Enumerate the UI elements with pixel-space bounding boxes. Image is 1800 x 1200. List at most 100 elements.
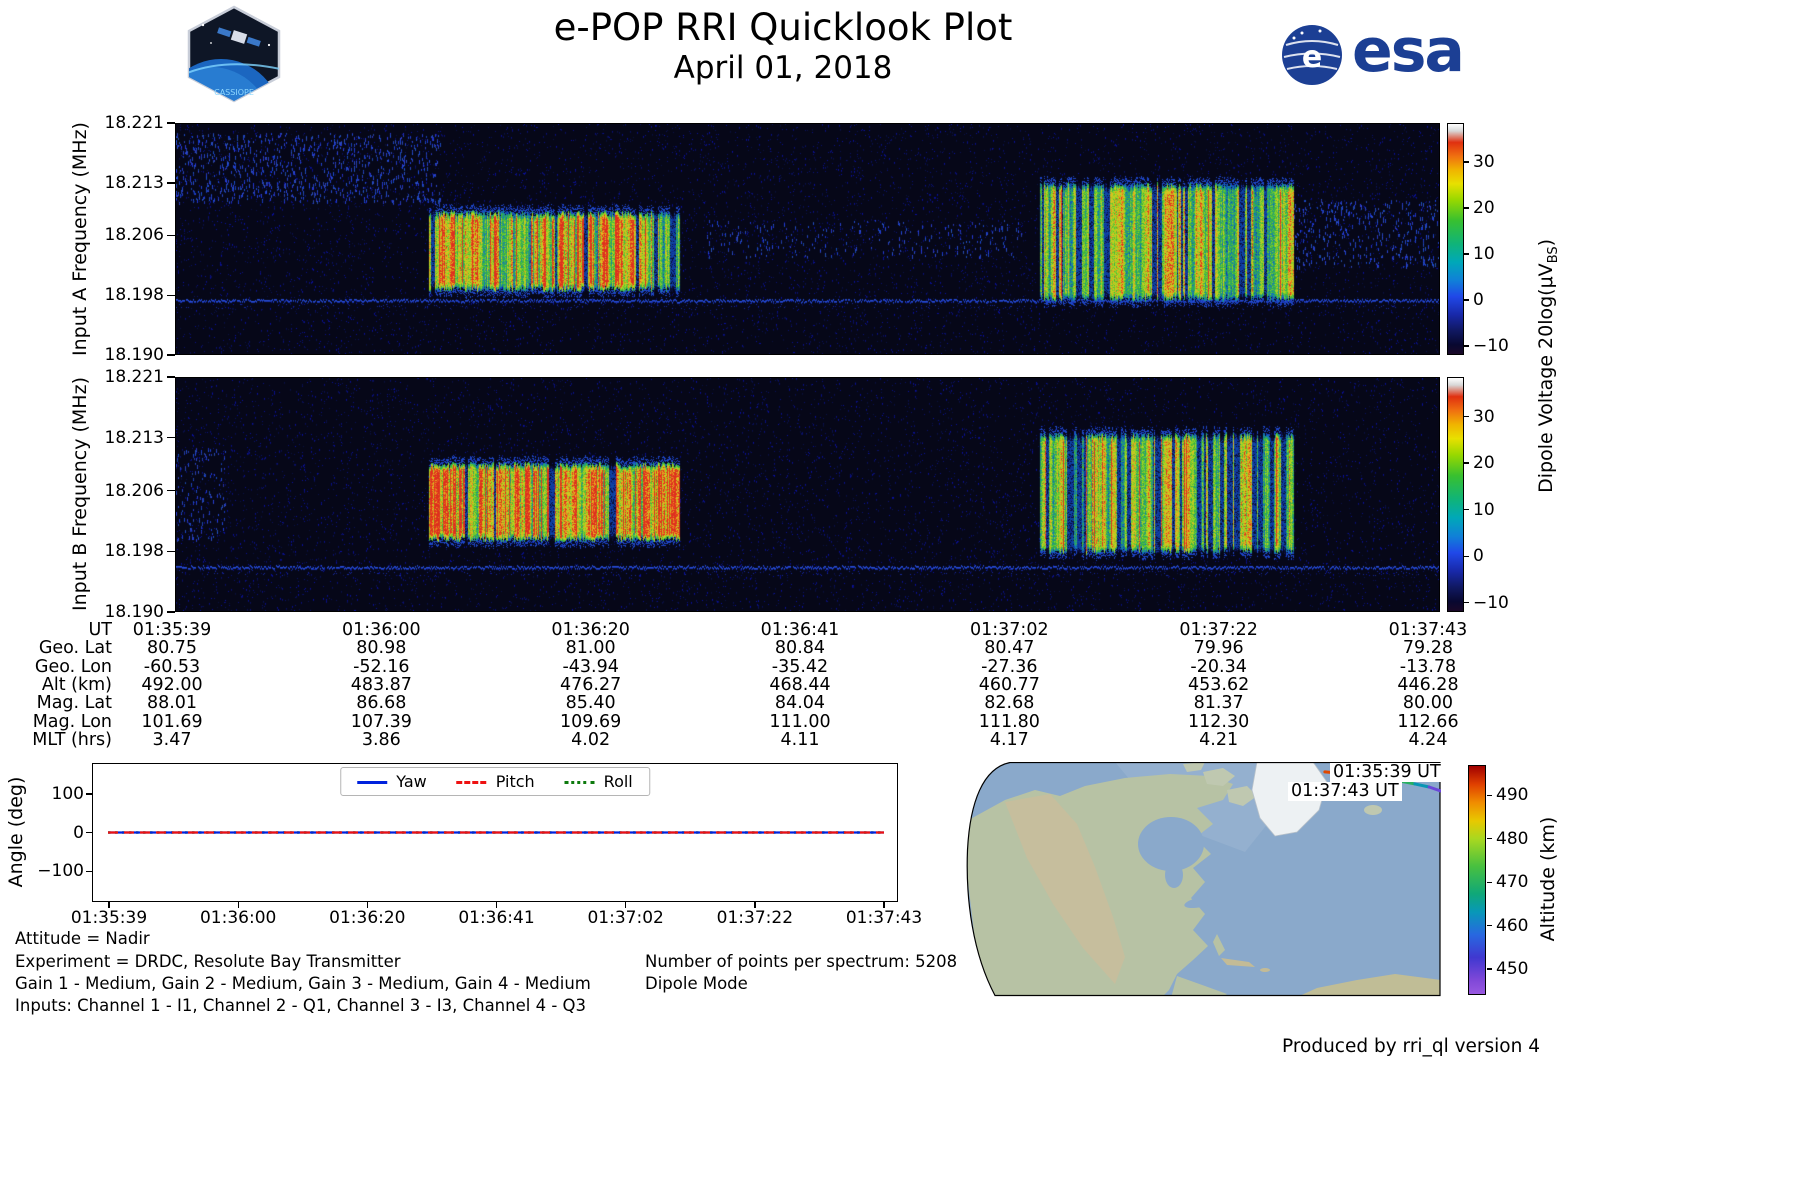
ground-track-map [965, 761, 1443, 998]
freq-tick-mark [167, 376, 175, 378]
ephemeris-value: 3.86 [361, 729, 401, 750]
dipole-label-suffix: ) [1535, 238, 1558, 247]
freq-tick-label: 18.198 [104, 541, 164, 562]
freq-tick-label: 18.198 [104, 285, 164, 306]
freq-tick-label: 18.206 [104, 480, 164, 501]
ephemeris-value: 81.37 [1193, 693, 1244, 714]
colorbar-tick-label: −10 [1473, 592, 1509, 613]
freq-tick-mark [167, 550, 175, 553]
ephemeris-value: -35.42 [771, 656, 829, 677]
freq-tick-mark [167, 122, 175, 124]
ground-track-segment [1427, 785, 1443, 793]
angle-xtick-label: 01:36:00 [199, 908, 277, 928]
freq-tick-mark [167, 354, 175, 356]
freq-tick-mark [167, 294, 175, 296]
ephemeris-value: 80.98 [356, 638, 407, 659]
ephemeris-value: 101.69 [141, 711, 203, 732]
angle-ytick-mark [86, 831, 92, 834]
page-title: e-POP RRI Quicklook Plot [553, 6, 1013, 49]
esa-emblem-icon: e [1282, 25, 1342, 85]
freq-tick-mark [167, 182, 175, 184]
colorbar-tick-mark [1464, 509, 1469, 511]
altitude-tick-label: 450 [1496, 958, 1529, 979]
esa-emblem-e: e [1302, 40, 1322, 75]
legend-label-pitch: Pitch [495, 772, 535, 791]
altitude-tick-label: 480 [1496, 828, 1529, 849]
colorbar-tick-mark [1464, 161, 1469, 163]
altitude-colorbar [1468, 765, 1486, 995]
freq-tick-label: 18.190 [104, 602, 164, 622]
ephemeris-row-label: Mag. Lat [36, 693, 112, 714]
pitch-line-swatch [456, 781, 487, 784]
angle-xtick-label: 01:36:41 [458, 908, 535, 928]
ephemeris-value: 4.24 [1408, 729, 1448, 750]
colorbar-tick-mark [1464, 207, 1469, 209]
ephemeris-value: 492.00 [141, 674, 203, 695]
mode-note: Dipole Mode [645, 974, 748, 993]
ephemeris-value: 84.04 [774, 693, 826, 714]
colorbar-tick-mark [1464, 253, 1469, 255]
cassiope-mission-patch: CASSIOPE [183, 5, 285, 103]
altitude-tick-mark [1487, 881, 1492, 883]
altitude-tick-mark [1487, 838, 1492, 840]
map-svg [966, 761, 1443, 997]
points-per-spectrum-note: Number of points per spectrum: 5208 [645, 952, 958, 971]
ephemeris-row-label: Geo. Lon [34, 656, 112, 677]
colorbar-input-b [1447, 377, 1464, 612]
map-western-mountains [1005, 794, 1125, 984]
gain-note: Gain 1 - Medium, Gain 2 - Medium, Gain 3… [15, 974, 591, 993]
yaw-line-swatch [357, 781, 388, 784]
angle-xtick-mark [754, 902, 756, 908]
angle-xtick-label: 01:37:02 [587, 908, 664, 928]
freq-tick-label: 18.221 [104, 113, 164, 133]
ephemeris-value: 88.01 [146, 693, 198, 714]
altitude-tick-mark [1487, 924, 1492, 927]
freq-tick-mark [167, 437, 175, 439]
angle-xtick-mark [237, 902, 239, 908]
freq-tick-label: 18.206 [104, 225, 164, 246]
ephemeris-value: 453.62 [1188, 674, 1250, 695]
inputs-note: Inputs: Channel 1 - I1, Channel 2 - Q1, … [15, 996, 586, 1015]
ephemeris-value: 112.66 [1397, 711, 1459, 732]
ephemeris-value: 01:36:41 [760, 620, 840, 640]
colorbar-tick-mark [1464, 415, 1469, 418]
altitude-tick-label: 460 [1496, 915, 1529, 936]
angle-xtick-label: 01:37:22 [716, 908, 794, 928]
ephemeris-value: 4.11 [780, 729, 820, 750]
angle-ytick-mark [86, 870, 92, 872]
ephemeris-value: -60.53 [143, 656, 201, 677]
legend-label-yaw: Yaw [396, 772, 427, 791]
ephemeris-value: 79.28 [1402, 638, 1454, 659]
colorbar-tick-mark [1464, 462, 1469, 464]
dipole-label-subscript: BS [1545, 246, 1561, 264]
esa-wordmark: esa [1352, 16, 1465, 86]
legend-entry-yaw: Yaw [357, 772, 427, 791]
freq-tick-label: 18.213 [104, 172, 164, 193]
ephemeris-value: 80.84 [774, 638, 826, 659]
altitude-tick-label: 470 [1496, 872, 1529, 893]
angle-xtick-label: 01:35:39 [70, 908, 148, 928]
angle-ytick-label: −100 [37, 861, 84, 882]
ephemeris-value: 468.44 [769, 674, 831, 695]
colorbar-tick-label: 30 [1473, 152, 1495, 173]
roll-line-swatch [564, 781, 595, 784]
colorbar-tick-mark [1464, 602, 1469, 604]
track-end-label: 01:37:43 UT [1288, 782, 1402, 801]
colorbar-input-a [1447, 123, 1464, 355]
ephemeris-value: -27.36 [981, 656, 1038, 677]
ephemeris-value: 476.27 [560, 674, 622, 695]
colorbar-tick-mark [1464, 345, 1469, 347]
ephemeris-row-label: Geo. Lat [38, 638, 112, 659]
track-start-label: 01:35:39 UT [1330, 763, 1444, 782]
angle-ytick-label: 0 [73, 822, 84, 843]
satellite-icon [217, 27, 261, 47]
attitude-legend: Yaw Pitch Roll [340, 767, 650, 796]
esa-logo: e esa [1280, 16, 1480, 90]
ephemeris-value: 446.28 [1397, 674, 1459, 695]
colorbar-tick-label: 20 [1473, 453, 1495, 474]
freq-tick-mark [167, 234, 175, 236]
spectrogram-input-b [175, 377, 1440, 612]
colorbar-tick-label: 0 [1473, 546, 1484, 567]
ephemeris-value: 79.96 [1193, 638, 1244, 659]
